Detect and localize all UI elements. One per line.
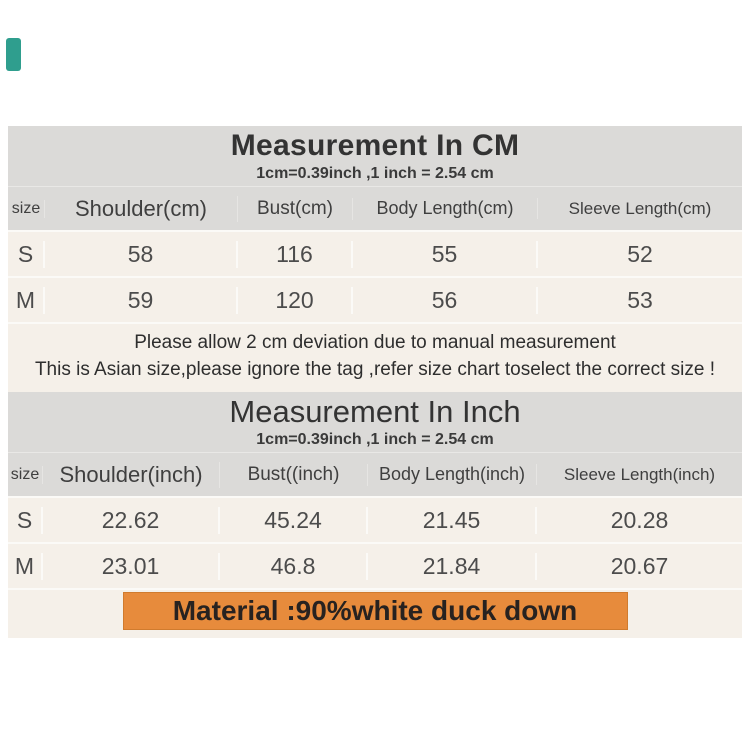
inch-s-body-length: 21.45: [368, 506, 537, 534]
cm-header-body-length: Body Length(cm): [353, 198, 538, 219]
cm-header-size: size: [8, 199, 45, 218]
asian-size-note: This is Asian size,please ignore the tag…: [34, 359, 716, 380]
cm-header-sleeve-length: Sleeve Length(cm): [568, 198, 712, 218]
inch-header-body-length: Body Length(inch): [368, 464, 537, 485]
cm-table-header-row: size Shoulder(cm) Bust(cm) Body Length(c…: [8, 186, 742, 230]
inch-header-bust: Bust((inch): [220, 463, 368, 486]
inch-s-sleeve-length: 20.28: [610, 506, 669, 533]
material-area: Material :90%white duck down: [8, 588, 742, 638]
deviation-note: Please allow 2 cm deviation due to manua…: [134, 332, 616, 353]
inch-m-sleeve-length: 20.67: [610, 552, 669, 579]
cm-s-body-length: 55: [353, 240, 538, 268]
inch-table-row-s: S 22.62 45.24 21.45 20.28: [8, 496, 742, 542]
cm-conversion-subtitle: 1cm=0.39inch ,1 inch = 2.54 cm: [256, 165, 494, 182]
measurement-notes: Please allow 2 cm deviation due to manua…: [8, 322, 742, 392]
cm-header-bust: Bust(cm): [238, 197, 353, 220]
cm-table-row-m: M 59 120 56 53: [8, 276, 742, 322]
cm-m-body-length: 56: [353, 286, 538, 314]
inch-m-body-length: 21.84: [368, 552, 537, 580]
cm-m-sleeve-length: 53: [627, 286, 653, 313]
inch-s-bust: 45.24: [220, 506, 368, 534]
cm-m-shoulder: 59: [45, 286, 238, 314]
size-chart-content: Measurement In CM 1cm=0.39inch ,1 inch =…: [8, 126, 742, 638]
cm-m-bust: 120: [238, 286, 353, 314]
cm-m-size: M: [8, 286, 45, 314]
cm-section-header-band: Measurement In CM 1cm=0.39inch ,1 inch =…: [8, 126, 742, 230]
inch-table-row-m: M 23.01 46.8 21.84 20.67: [8, 542, 742, 588]
inch-m-size: M: [8, 552, 43, 580]
inch-section-title: Measurement In Inch: [229, 394, 521, 429]
cm-s-size: S: [8, 240, 45, 268]
inch-table-header-row: size Shoulder(inch) Bust((inch) Body Len…: [8, 452, 742, 496]
inch-header-shoulder: Shoulder(inch): [43, 461, 220, 488]
cm-s-sleeve-length: 52: [627, 240, 653, 267]
cm-section-title: Measurement In CM: [230, 129, 520, 162]
cm-table-row-s: S 58 116 55 52: [8, 230, 742, 276]
inch-conversion-subtitle: 1cm=0.39inch ,1 inch = 2.54 cm: [256, 431, 494, 448]
material-highlight: Material :90%white duck down: [122, 592, 628, 630]
inch-m-shoulder: 23.01: [43, 552, 220, 580]
cm-s-shoulder: 58: [45, 240, 238, 268]
inch-header-size: size: [8, 465, 43, 484]
inch-header-sleeve-length: Sleeve Length(inch): [563, 464, 716, 484]
teal-corner-mark: [6, 38, 21, 71]
inch-section-header-band: Measurement In Inch 1cm=0.39inch ,1 inch…: [8, 392, 742, 496]
cm-s-bust: 116: [238, 240, 353, 268]
inch-s-shoulder: 22.62: [43, 506, 220, 534]
inch-m-bust: 46.8: [220, 552, 368, 580]
inch-s-size: S: [8, 506, 43, 534]
cm-header-shoulder: Shoulder(cm): [45, 195, 238, 222]
